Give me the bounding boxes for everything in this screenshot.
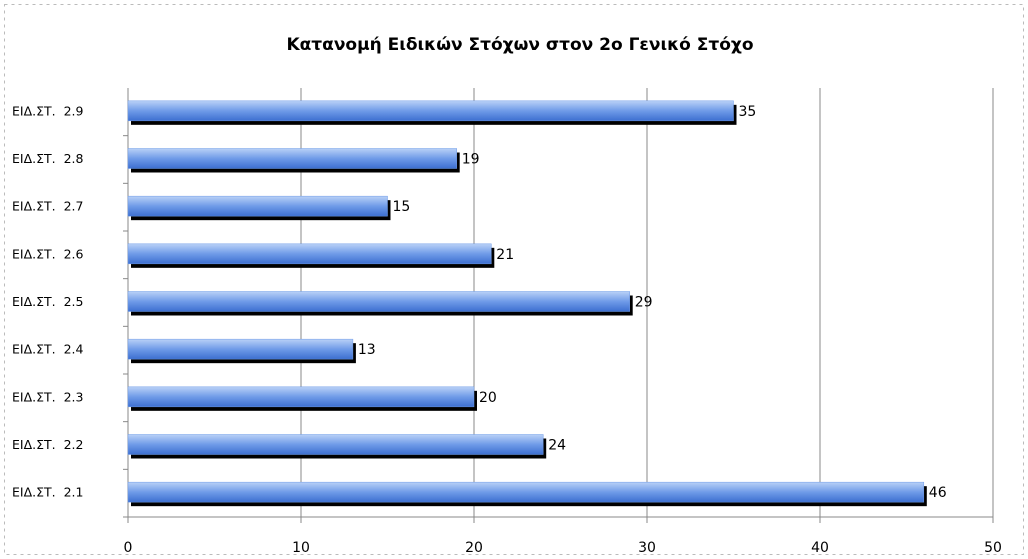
y-tick-label: ΕΙΔ.ΣΤ. 2.2 bbox=[12, 437, 83, 452]
bar bbox=[127, 434, 544, 455]
y-tick-label: ΕΙΔ.ΣΤ. 2.7 bbox=[12, 199, 83, 214]
y-tick-label: ΕΙΔ.ΣΤ. 2.3 bbox=[12, 389, 83, 404]
data-label: 13 bbox=[358, 342, 376, 358]
y-tick-label: ΕΙΔ.ΣΤ. 2.4 bbox=[12, 342, 83, 357]
bar bbox=[127, 243, 492, 265]
bar bbox=[127, 481, 925, 503]
x-tick-label: 10 bbox=[292, 540, 310, 556]
data-label: 21 bbox=[496, 247, 514, 263]
x-tick-label: 20 bbox=[465, 540, 483, 556]
y-tick-label: ΕΙΔ.ΣΤ. 2.6 bbox=[12, 246, 83, 261]
x-tick-label: 40 bbox=[811, 540, 829, 556]
bar bbox=[127, 148, 457, 169]
data-label: 19 bbox=[462, 152, 480, 168]
data-label: 15 bbox=[393, 199, 411, 215]
bar bbox=[127, 386, 475, 408]
data-label: 46 bbox=[929, 485, 947, 501]
x-tick-label: 30 bbox=[638, 540, 656, 556]
x-tick-label: 50 bbox=[984, 540, 1002, 556]
bar bbox=[127, 291, 630, 312]
data-label: 29 bbox=[635, 295, 653, 311]
bar bbox=[127, 338, 354, 360]
bar bbox=[127, 100, 734, 122]
data-label: 35 bbox=[739, 104, 757, 120]
chart-title: Κατανομή Ειδικών Στόχων στον 2ο Γενικό Σ… bbox=[286, 35, 753, 55]
chart-border bbox=[4, 4, 1024, 555]
bar bbox=[127, 195, 388, 217]
y-tick-label: ΕΙΔ.ΣΤ. 2.9 bbox=[12, 103, 83, 118]
data-label: 24 bbox=[548, 438, 566, 454]
y-tick-label: ΕΙΔ.ΣΤ. 2.1 bbox=[12, 485, 83, 500]
y-tick-label: ΕΙΔ.ΣΤ. 2.5 bbox=[12, 294, 83, 309]
y-tick-label: ΕΙΔ.ΣΤ. 2.8 bbox=[12, 151, 83, 166]
x-tick-label: 0 bbox=[124, 540, 133, 556]
data-label: 20 bbox=[479, 390, 497, 406]
